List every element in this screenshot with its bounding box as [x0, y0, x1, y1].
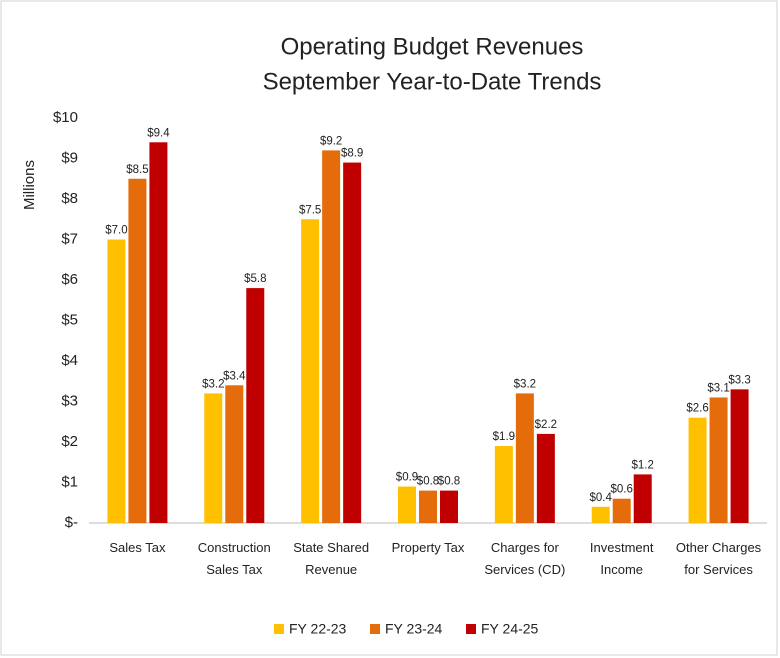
y-tick-label: $3 — [61, 392, 78, 409]
data-label: $9.2 — [320, 135, 342, 147]
x-tick-label: Investment Income — [589, 540, 654, 577]
data-label: $1.9 — [493, 431, 515, 443]
data-label: $5.8 — [244, 273, 266, 285]
legend-swatch — [274, 624, 284, 634]
legend-label: FY 24-25 — [481, 621, 539, 637]
legend-label: FY 23-24 — [385, 621, 443, 637]
data-label: $7.5 — [299, 204, 321, 216]
data-label: $8.5 — [126, 164, 148, 176]
x-tick-label: State Shared Revenue — [293, 540, 370, 577]
data-label: $3.1 — [707, 382, 729, 394]
data-label: $0.8 — [417, 476, 439, 488]
bar — [709, 397, 728, 523]
data-label: $9.4 — [147, 127, 170, 139]
data-label: $3.2 — [202, 378, 224, 390]
y-tick-label: $7 — [61, 230, 78, 247]
data-label: $7.0 — [105, 225, 127, 237]
bar — [591, 506, 610, 523]
bar — [322, 150, 341, 523]
bar — [343, 162, 362, 524]
data-label: $0.8 — [438, 476, 460, 488]
y-tick-label: $1 — [61, 473, 78, 490]
chart-subtitle: September Year-to-Date Trends — [263, 68, 602, 95]
bar — [612, 498, 631, 523]
legend-label: FY 22-23 — [289, 621, 347, 637]
bar — [494, 446, 513, 523]
bar — [536, 433, 555, 523]
y-tick-label: $2 — [61, 433, 78, 450]
bar — [204, 393, 223, 523]
y-tick-label: $5 — [61, 311, 78, 328]
bar — [440, 490, 458, 523]
y-tick-label: $4 — [61, 352, 78, 369]
bar — [246, 288, 265, 523]
bar — [149, 142, 168, 524]
x-tick-label: Sales Tax — [109, 540, 166, 555]
data-label: $3.3 — [728, 374, 750, 386]
bar — [419, 490, 437, 523]
data-label: $0.6 — [611, 484, 633, 496]
data-label: $3.4 — [223, 370, 246, 382]
x-tick-label: Other Charges for Services — [675, 540, 762, 577]
bar — [688, 417, 707, 523]
data-label: $3.2 — [514, 378, 536, 390]
bar — [301, 219, 320, 523]
chart-title: Operating Budget Revenues — [281, 33, 584, 60]
legend-swatch — [370, 624, 380, 634]
x-tick-label: Property Tax — [391, 540, 465, 555]
y-tick-label: $6 — [61, 271, 78, 288]
data-label: $2.6 — [686, 403, 708, 415]
x-tick-label: Charges for Services (CD) — [484, 540, 566, 577]
y-axis-label: Millions — [21, 160, 38, 210]
legend-swatch — [466, 624, 476, 634]
bar — [128, 178, 147, 523]
x-tick-label: Construction Sales Tax — [197, 540, 271, 577]
bar — [633, 474, 652, 523]
bar — [398, 486, 416, 523]
data-label: $1.2 — [632, 459, 654, 471]
y-tick-label: $8 — [61, 190, 78, 207]
data-label: $0.4 — [590, 492, 613, 504]
bar — [225, 385, 244, 523]
bar — [107, 239, 126, 523]
data-label: $8.9 — [341, 148, 363, 160]
bar — [730, 389, 749, 523]
y-tick-label: $10 — [53, 109, 78, 126]
data-label: $2.2 — [535, 419, 557, 431]
y-tick-label: $- — [65, 514, 78, 531]
bar — [515, 393, 534, 523]
data-label: $0.9 — [396, 472, 418, 484]
y-tick-label: $9 — [61, 149, 78, 166]
